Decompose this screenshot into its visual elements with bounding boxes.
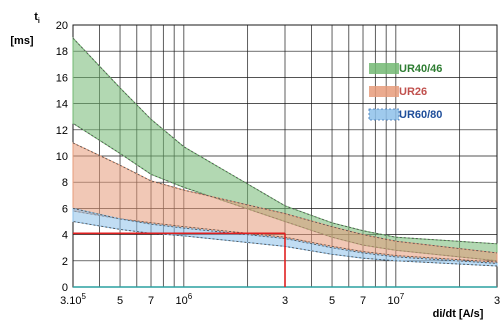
legend-swatch-2 (368, 108, 400, 121)
y-tick-label-7: 14 (56, 99, 68, 111)
y-axis-title-sub: i (38, 18, 40, 25)
x-axis-title: di/dt [A/s] (433, 308, 484, 320)
x-tick-label-4: 3 (282, 295, 288, 307)
x-tick-label-2: 7 (148, 295, 154, 307)
x-tick-label-6: 7 (360, 295, 366, 307)
legend: UR40/46 UR26 UR60/80 (368, 63, 442, 121)
x-tick-label-8-base: 3 (494, 295, 500, 307)
y-axis-unit: [ms] (10, 35, 34, 47)
y-axis-title-main: t (34, 11, 38, 23)
y-tick-label-8: 16 (56, 72, 68, 84)
y-tick-label-4: 8 (62, 177, 68, 189)
data-bands (72, 36, 498, 267)
y-tick-label-2: 4 (62, 230, 68, 242)
x-tick-label-3-exp: 6 (188, 292, 193, 301)
x-tick-label-1: 5 (117, 295, 123, 307)
legend-swatch-0 (369, 63, 399, 74)
x-tick-label-5: 5 (329, 295, 335, 307)
x-tick-label-3-base: 10 (175, 295, 187, 307)
legend-swatch-1 (369, 86, 399, 97)
y-tick-label-6: 12 (56, 125, 68, 137)
y-tick-labels: 0 2 4 6 8 10 12 14 16 18 20 (56, 20, 68, 294)
annotation (73, 232, 286, 287)
y-tick-label-0: 0 (62, 282, 68, 294)
x-tick-label-7-base: 10 (387, 295, 399, 307)
legend-label-2: UR60/80 (399, 109, 442, 121)
x-tick-label-6-base: 7 (360, 295, 366, 307)
x-tick-label-4-base: 3 (282, 295, 288, 307)
x-tick-label-2-base: 7 (148, 295, 154, 307)
legend-label-0: UR40/46 (399, 63, 442, 75)
y-axis-title: ti (34, 11, 40, 25)
y-tick-label-1: 2 (62, 256, 68, 268)
x-tick-label-7: 107 (387, 292, 404, 307)
x-tick-label-0-exp: 5 (81, 292, 86, 301)
y-tick-label-3: 6 (62, 203, 68, 215)
x-tick-label-7-exp: 7 (400, 292, 405, 301)
x-tick-labels: 3.105 5 7 106 3 5 7 107 3 (60, 292, 500, 307)
x-tick-label-5-base: 5 (329, 295, 335, 307)
x-tick-label-0: 3.105 (60, 292, 86, 307)
y-tick-label-10: 20 (56, 20, 68, 32)
band-0-upper-edge (72, 37, 498, 245)
legend-label-1: UR26 (399, 86, 427, 98)
band-1-upper-edge (72, 142, 498, 254)
y-tick-label-9: 18 (56, 46, 68, 58)
y-tick-label-5: 10 (56, 151, 68, 163)
x-tick-label-1-base: 5 (117, 295, 123, 307)
x-tick-label-3: 106 (175, 292, 192, 307)
x-tick-label-8: 3 (494, 295, 500, 307)
x-tick-label-0-base: 3.10 (60, 295, 81, 307)
